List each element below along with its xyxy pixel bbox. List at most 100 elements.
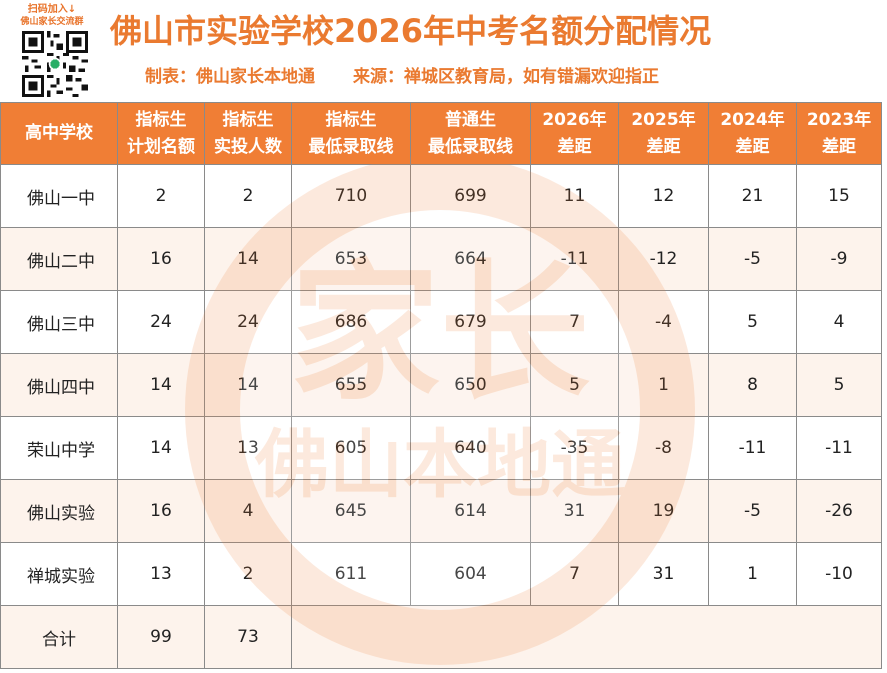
- table-cell: 16: [117, 479, 205, 543]
- table-cell: 7: [530, 290, 619, 354]
- column-header-line: 计划名额: [127, 136, 195, 157]
- table-cell: 31: [530, 479, 619, 543]
- column-header: 2025年差距: [618, 102, 709, 165]
- table-cell: 4: [796, 290, 882, 354]
- table-cell: 11: [530, 164, 619, 228]
- table-row: 佛山实验 16 4 645 614 31 19 -5 -26: [0, 479, 882, 543]
- table-cell: 604: [410, 542, 531, 606]
- column-header: 2024年差距: [708, 102, 797, 165]
- page-title: 佛山市实验学校2026年中考名额分配情况: [110, 12, 712, 50]
- table-cell: -4: [618, 290, 709, 354]
- table-cell: 5: [796, 353, 882, 417]
- school-name-cell: 荣山中学: [0, 416, 118, 480]
- table-cell: 2: [204, 164, 292, 228]
- column-header-line: 普通生: [445, 109, 496, 130]
- qr-promo: 扫码加入↓ 佛山家长交流群: [8, 4, 96, 98]
- qr-caption-bottom: 佛山家长交流群: [20, 17, 84, 27]
- table-cell: 5: [530, 353, 619, 417]
- table-cell: 24: [204, 290, 292, 354]
- column-header: 指标生 最低录取线: [291, 102, 411, 165]
- column-header-line: 2025年: [631, 109, 696, 130]
- table-total-row: 合计 99 73: [0, 605, 882, 669]
- table-cell: -26: [796, 479, 882, 543]
- table-header-row: 高中学校 指标生 计划名额 指标生 实投人数 指标生 最低录取线 普通生 最低录取线 2026年差…: [0, 102, 882, 165]
- table-cell: -11: [530, 227, 619, 291]
- column-header-line: 高中学校: [25, 123, 93, 143]
- school-name-cell: 佛山四中: [0, 353, 118, 417]
- column-header-line: 2023年: [806, 109, 872, 130]
- table-cell: 21: [708, 164, 797, 228]
- table-cell: -9: [796, 227, 882, 291]
- table-cell: 14: [117, 416, 205, 480]
- qr-code-icon[interactable]: [22, 31, 88, 97]
- column-header-line: 指标生: [325, 109, 377, 130]
- table-cell: 14: [117, 353, 205, 417]
- total-cell: 99: [117, 605, 205, 669]
- table-cell: 12: [618, 164, 709, 228]
- table-cell: 645: [291, 479, 411, 543]
- table-cell: 679: [410, 290, 531, 354]
- column-header-line: 实投人数: [214, 136, 282, 157]
- column-header: 指标生 实投人数: [204, 102, 292, 165]
- table-cell: 605: [291, 416, 411, 480]
- table-cell: 14: [204, 353, 292, 417]
- table-row: 佛山二中 16 14 653 664 -11 -12 -5 -9: [0, 227, 882, 291]
- school-name-cell: 禅城实验: [0, 542, 118, 606]
- table-row: 佛山三中 24 24 686 679 7 -4 5 4: [0, 290, 882, 354]
- table-cell: 653: [291, 227, 411, 291]
- table-cell: 14: [204, 227, 292, 291]
- table-cell: 8: [708, 353, 797, 417]
- table-cell: 699: [410, 164, 531, 228]
- table-cell: 2: [204, 542, 292, 606]
- table-row: 佛山四中 14 14 655 650 5 1 8 5: [0, 353, 882, 417]
- table-cell: 640: [410, 416, 531, 480]
- column-header-line: 差距: [646, 136, 681, 157]
- allocation-table: 高中学校 指标生 计划名额 指标生 实投人数 指标生 最低录取线 普通生 最低录取线 2026年差…: [0, 102, 887, 673]
- table-cell: 1: [618, 353, 709, 417]
- school-name-cell: 佛山三中: [0, 290, 118, 354]
- table-cell: 2: [117, 164, 205, 228]
- table-row: 荣山中学 14 13 605 640 -35 -8 -11 -11: [0, 416, 882, 480]
- table-cell: -12: [618, 227, 709, 291]
- column-header-line: 2026年: [542, 109, 607, 130]
- column-header-line: 2024年: [720, 109, 785, 130]
- table-cell: 7: [530, 542, 619, 606]
- column-header-line: 最低录取线: [308, 136, 394, 157]
- table-cell: -35: [530, 416, 619, 480]
- table-cell: -5: [708, 479, 797, 543]
- column-header-line: 指标生: [222, 109, 274, 130]
- table-cell: -5: [708, 227, 797, 291]
- qr-caption-top: 扫码加入↓: [27, 4, 77, 15]
- total-row-empty-cell: [291, 605, 882, 669]
- table-cell: 710: [291, 164, 411, 228]
- total-label-cell: 合计: [0, 605, 118, 669]
- table-cell: 13: [204, 416, 292, 480]
- source-note: 来源：禅城区教育局，如有错漏欢迎指正: [353, 67, 659, 87]
- table-cell: -11: [708, 416, 797, 480]
- table-cell: -11: [796, 416, 882, 480]
- table-row: 佛山一中 2 2 710 699 11 12 21 15: [0, 164, 882, 228]
- table-cell: 614: [410, 479, 531, 543]
- table-cell: 13: [117, 542, 205, 606]
- column-header-line: 差距: [735, 136, 770, 157]
- column-header-line: 指标生: [135, 109, 187, 130]
- column-header: 2023年 差距: [796, 102, 882, 165]
- column-header: 2026年差距: [530, 102, 619, 165]
- table-cell: 24: [117, 290, 205, 354]
- table-cell: 664: [410, 227, 531, 291]
- table-cell: 611: [291, 542, 411, 606]
- table-cell: 1: [708, 542, 797, 606]
- table-cell: 650: [410, 353, 531, 417]
- maker-credit: 制表：佛山家长本地通: [145, 67, 315, 87]
- table-cell: 686: [291, 290, 411, 354]
- table-cell: 655: [291, 353, 411, 417]
- table-cell: 19: [618, 479, 709, 543]
- subtitle: 制表：佛山家长本地通 来源：禅城区教育局，如有错漏欢迎指正: [145, 64, 659, 90]
- column-header: 高中学校: [0, 102, 118, 165]
- table-cell: -10: [796, 542, 882, 606]
- column-header: 普通生 最低录取线: [410, 102, 531, 165]
- column-header: 指标生 计划名额: [117, 102, 205, 165]
- column-header-line: 差距: [557, 136, 592, 157]
- column-header-line: 最低录取线: [428, 136, 513, 157]
